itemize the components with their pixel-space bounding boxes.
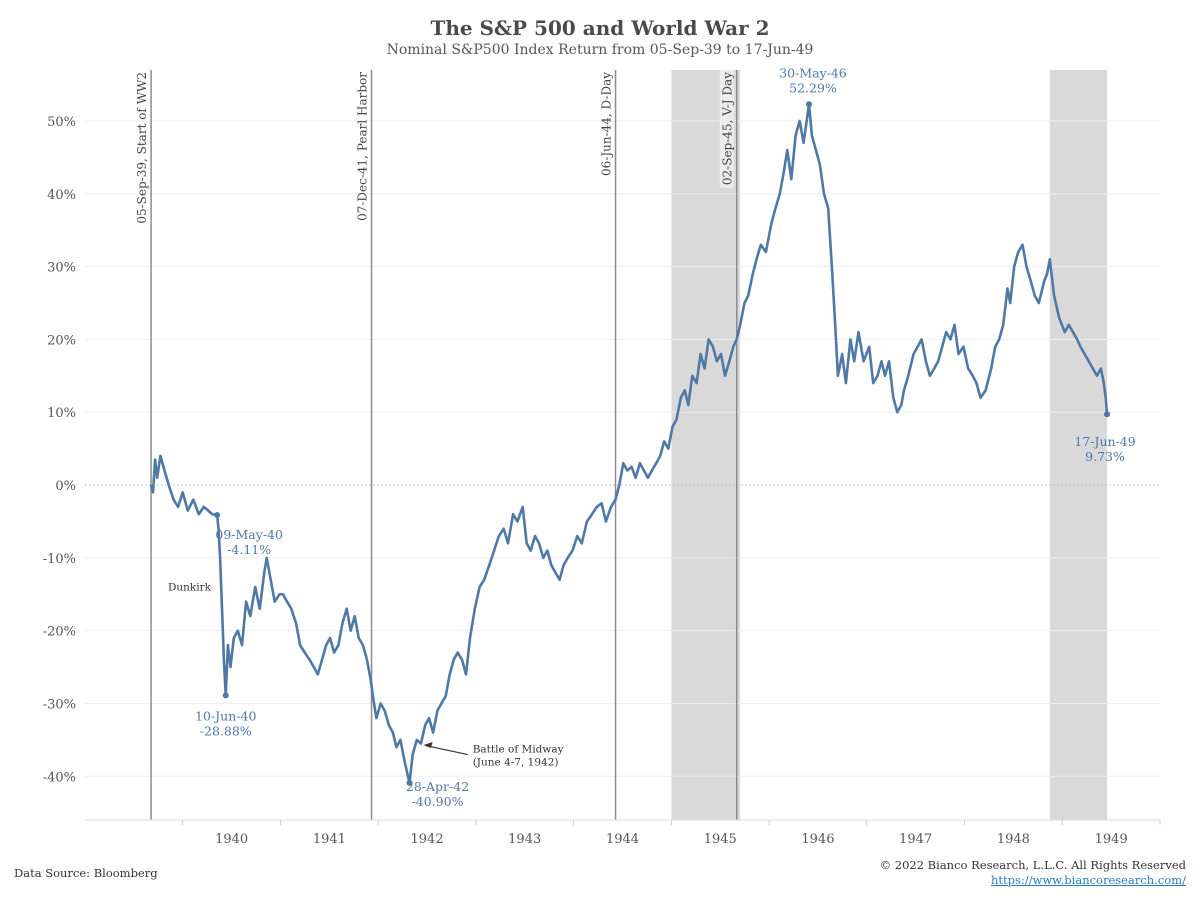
grid-layer: [85, 120, 1160, 777]
x-tick-label: 1941: [313, 832, 346, 847]
event-label: 07-Dec-41, Pearl Harbor: [356, 72, 370, 221]
midway-arrowhead: [423, 742, 433, 749]
annotation-date-label: 09-May-40: [215, 527, 283, 542]
y-tick-label: 40%: [47, 188, 76, 203]
y-tick-label: -30%: [43, 697, 76, 712]
y-tick-label: -40%: [43, 770, 76, 785]
x-tick-label: 1944: [606, 832, 639, 847]
midway-arrow: [425, 744, 468, 756]
copyright-text: © 2022 Bianco Research, L.L.C. All Right…: [879, 858, 1186, 872]
y-tick-label: 20%: [47, 333, 76, 348]
y-tick-label: 10%: [47, 406, 76, 421]
x-tick-label: 1946: [801, 832, 834, 847]
event-label: 05-Sep-39, Start of WW2: [135, 72, 149, 224]
annotation-value-label: 9.73%: [1085, 449, 1125, 464]
annotation-value-label: -4.11%: [227, 542, 271, 557]
annotation-marker: [1104, 411, 1111, 418]
x-tick-label: 1948: [997, 832, 1030, 847]
y-tick-label: 0%: [55, 479, 76, 494]
x-tick-label: 1947: [899, 832, 932, 847]
website-link[interactable]: https://www.biancoresearch.com/: [990, 873, 1186, 887]
x-tick-label: 1943: [508, 832, 541, 847]
x-tick-label: 1945: [704, 832, 737, 847]
annotation-marker: [222, 692, 229, 699]
sp500-return-line: [149, 103, 1109, 785]
shaded-period-1: [671, 70, 741, 820]
event-label: 06-Jun-44, D-Day: [600, 72, 614, 176]
footer-credit: © 2022 Bianco Research, L.L.C. All Right…: [880, 858, 1186, 888]
event-label: 02-Sep-45, V-J Day: [721, 72, 735, 185]
annotation-date-label: 10-Jun-40: [195, 708, 256, 723]
y-tick-label: -10%: [43, 552, 76, 567]
shading-layer: [671, 70, 1108, 820]
annotation-layer: 09-May-40-4.11% 10-Jun-40-28.88% 28-Apr-42…: [168, 65, 1136, 809]
data-source: Data Source: Bloomberg: [14, 866, 158, 880]
annotation-date-label: 30-May-46: [779, 65, 847, 80]
annotation-value-label: -40.90%: [412, 794, 464, 809]
annotation-date-label: 17-Jun-49: [1074, 434, 1135, 449]
event-layer: 05-Sep-39, Start of WW2 07-Dec-41, Pearl …: [135, 70, 738, 820]
series-layer: [149, 103, 1109, 785]
x-tick-label: 1940: [215, 832, 248, 847]
note-midway-title: Battle of Midway: [473, 744, 564, 756]
x-tick-label: 1949: [1095, 832, 1128, 847]
chart-subtitle: Nominal S&P500 Index Return from 05-Sep-…: [386, 42, 814, 58]
y-tick-label: 30%: [47, 261, 76, 276]
y-tick-label: -20%: [43, 625, 76, 640]
y-tick-label: 50%: [47, 115, 76, 130]
annotation-marker: [214, 511, 221, 518]
chart-title: The S&P 500 and World War 2: [430, 16, 770, 40]
annotation-value-label: 52.29%: [789, 80, 837, 95]
annotation-marker: [406, 779, 413, 786]
axis-layer: 50% 40% 30% 20% 10% 0% -10% -20% -30% -40% 1940 194…: [43, 115, 1161, 847]
x-tick-label: 1942: [411, 832, 444, 847]
event-label-bg: [719, 70, 734, 188]
note-midway-dates: (June 4-7, 1942): [473, 757, 559, 769]
annotation-value-label: -28.88%: [200, 723, 252, 738]
annotation-date-label: 28-Apr-42: [406, 779, 469, 794]
shaded-period-2: [1049, 70, 1108, 820]
annotation-marker: [805, 101, 812, 108]
note-dunkirk: Dunkirk: [168, 582, 212, 594]
